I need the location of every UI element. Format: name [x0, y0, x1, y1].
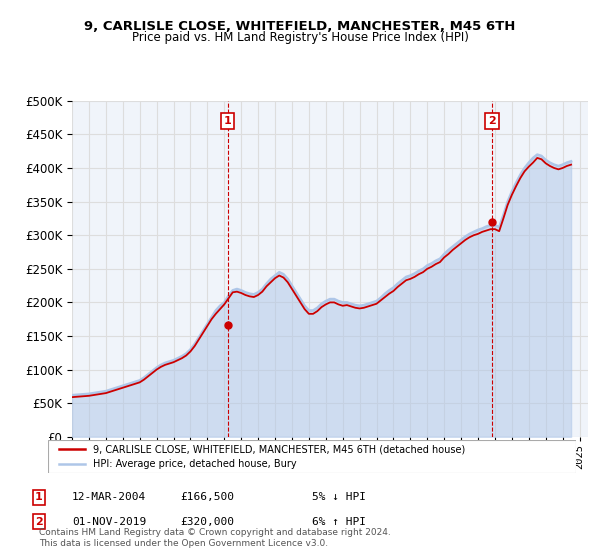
- Text: £166,500: £166,500: [180, 492, 234, 502]
- Text: 9, CARLISLE CLOSE, WHITEFIELD, MANCHESTER, M45 6TH (detached house): 9, CARLISLE CLOSE, WHITEFIELD, MANCHESTE…: [93, 444, 465, 454]
- Text: 1: 1: [224, 116, 232, 126]
- Text: £320,000: £320,000: [180, 517, 234, 527]
- Text: HPI: Average price, detached house, Bury: HPI: Average price, detached house, Bury: [93, 459, 296, 469]
- Text: Price paid vs. HM Land Registry's House Price Index (HPI): Price paid vs. HM Land Registry's House …: [131, 31, 469, 44]
- Text: 1: 1: [35, 492, 43, 502]
- Text: 5% ↓ HPI: 5% ↓ HPI: [312, 492, 366, 502]
- Text: 12-MAR-2004: 12-MAR-2004: [72, 492, 146, 502]
- Text: 2: 2: [35, 517, 43, 527]
- Text: 6% ↑ HPI: 6% ↑ HPI: [312, 517, 366, 527]
- Text: Contains HM Land Registry data © Crown copyright and database right 2024.
This d: Contains HM Land Registry data © Crown c…: [39, 528, 391, 548]
- Text: 01-NOV-2019: 01-NOV-2019: [72, 517, 146, 527]
- FancyBboxPatch shape: [48, 440, 576, 473]
- Text: 9, CARLISLE CLOSE, WHITEFIELD, MANCHESTER, M45 6TH: 9, CARLISLE CLOSE, WHITEFIELD, MANCHESTE…: [85, 20, 515, 32]
- Text: 2: 2: [488, 116, 496, 126]
